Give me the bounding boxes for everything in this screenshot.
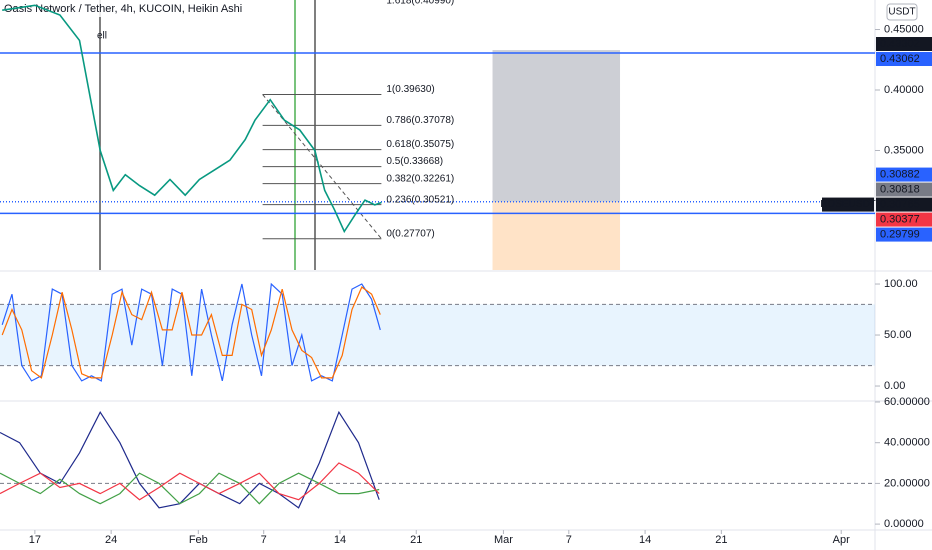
price-label-box xyxy=(876,212,932,227)
y-tick-label: 0.00 xyxy=(884,380,905,392)
price-label-box xyxy=(876,52,932,67)
y-tick-label: 0.00000 xyxy=(884,518,924,530)
y-tick-label: 50.00 xyxy=(884,329,912,341)
series-line xyxy=(0,472,380,505)
price-label: 0.30818 xyxy=(880,183,920,195)
series-line xyxy=(1,282,381,382)
position-target xyxy=(492,50,621,202)
price-label: 0.29799 xyxy=(880,228,920,240)
fib-label: 0.382(0.32261) xyxy=(386,173,454,184)
title-backdrop xyxy=(0,0,236,17)
y-tick-label: 20.00000 xyxy=(884,477,930,489)
fib-label: 1.618(0.40990) xyxy=(386,0,454,7)
drawings xyxy=(0,50,875,484)
series-line xyxy=(1,286,381,379)
x-tick-label: 14 xyxy=(639,534,651,546)
x-tick-label: 17 xyxy=(29,534,41,546)
position-stop xyxy=(492,201,621,270)
x-tick-label: 14 xyxy=(334,534,346,546)
price-label: 0.30882 xyxy=(880,168,920,180)
price-label: 0.43302 xyxy=(880,38,920,50)
symbol-label-box xyxy=(822,197,874,212)
fib-label: 0.236(0.30521) xyxy=(386,194,454,205)
x-tick-label: Apr xyxy=(833,534,850,546)
series-line xyxy=(0,462,380,501)
y-tick-label: 0.45000 xyxy=(884,23,924,35)
fib-label: 0.618(0.35075) xyxy=(386,139,454,150)
price-label-box xyxy=(876,167,932,182)
chart-title: Oasis Network / Tether, 4h, KUCOIN, Heik… xyxy=(4,3,242,15)
x-tick-label: 7 xyxy=(566,534,572,546)
x-tick-label: 7 xyxy=(261,534,267,546)
y-tick-label: 40.00000 xyxy=(884,437,930,449)
annotation: ell xyxy=(97,31,107,42)
fib-label: 1(0.39630) xyxy=(386,84,434,95)
price-label: 0.43062 xyxy=(880,53,920,65)
y-tick-label: 100.00 xyxy=(884,278,918,290)
series-line xyxy=(0,410,380,509)
price-label-box xyxy=(876,182,932,197)
fib-label: 0.786(0.37078) xyxy=(386,115,454,126)
y-tick-label: 0.35000 xyxy=(884,144,924,156)
currency: USDT xyxy=(888,7,915,18)
currency-box[interactable] xyxy=(886,3,918,21)
x-tick-label: 24 xyxy=(105,534,117,546)
fib-label: 0.5(0.33668) xyxy=(386,156,443,167)
x-tick-label: 21 xyxy=(715,534,727,546)
price-label: 0.30765 xyxy=(880,198,920,210)
price-label-box xyxy=(876,197,932,212)
x-tick-label: Mar xyxy=(494,534,513,546)
price-label: 0.30377 xyxy=(880,213,920,225)
y-tick-label: 60.00000 xyxy=(884,396,930,408)
symbol-label: ROSEUSDT xyxy=(820,199,876,210)
x-tick-label: Feb xyxy=(189,534,208,546)
x-tick-label: 21 xyxy=(410,534,422,546)
price-label-box xyxy=(876,227,932,242)
y-tick-label: 0.40000 xyxy=(884,84,924,96)
band xyxy=(0,304,875,366)
fib-label: 0(0.27707) xyxy=(386,228,434,239)
series-line xyxy=(2,4,382,234)
price-label-box xyxy=(876,37,932,52)
